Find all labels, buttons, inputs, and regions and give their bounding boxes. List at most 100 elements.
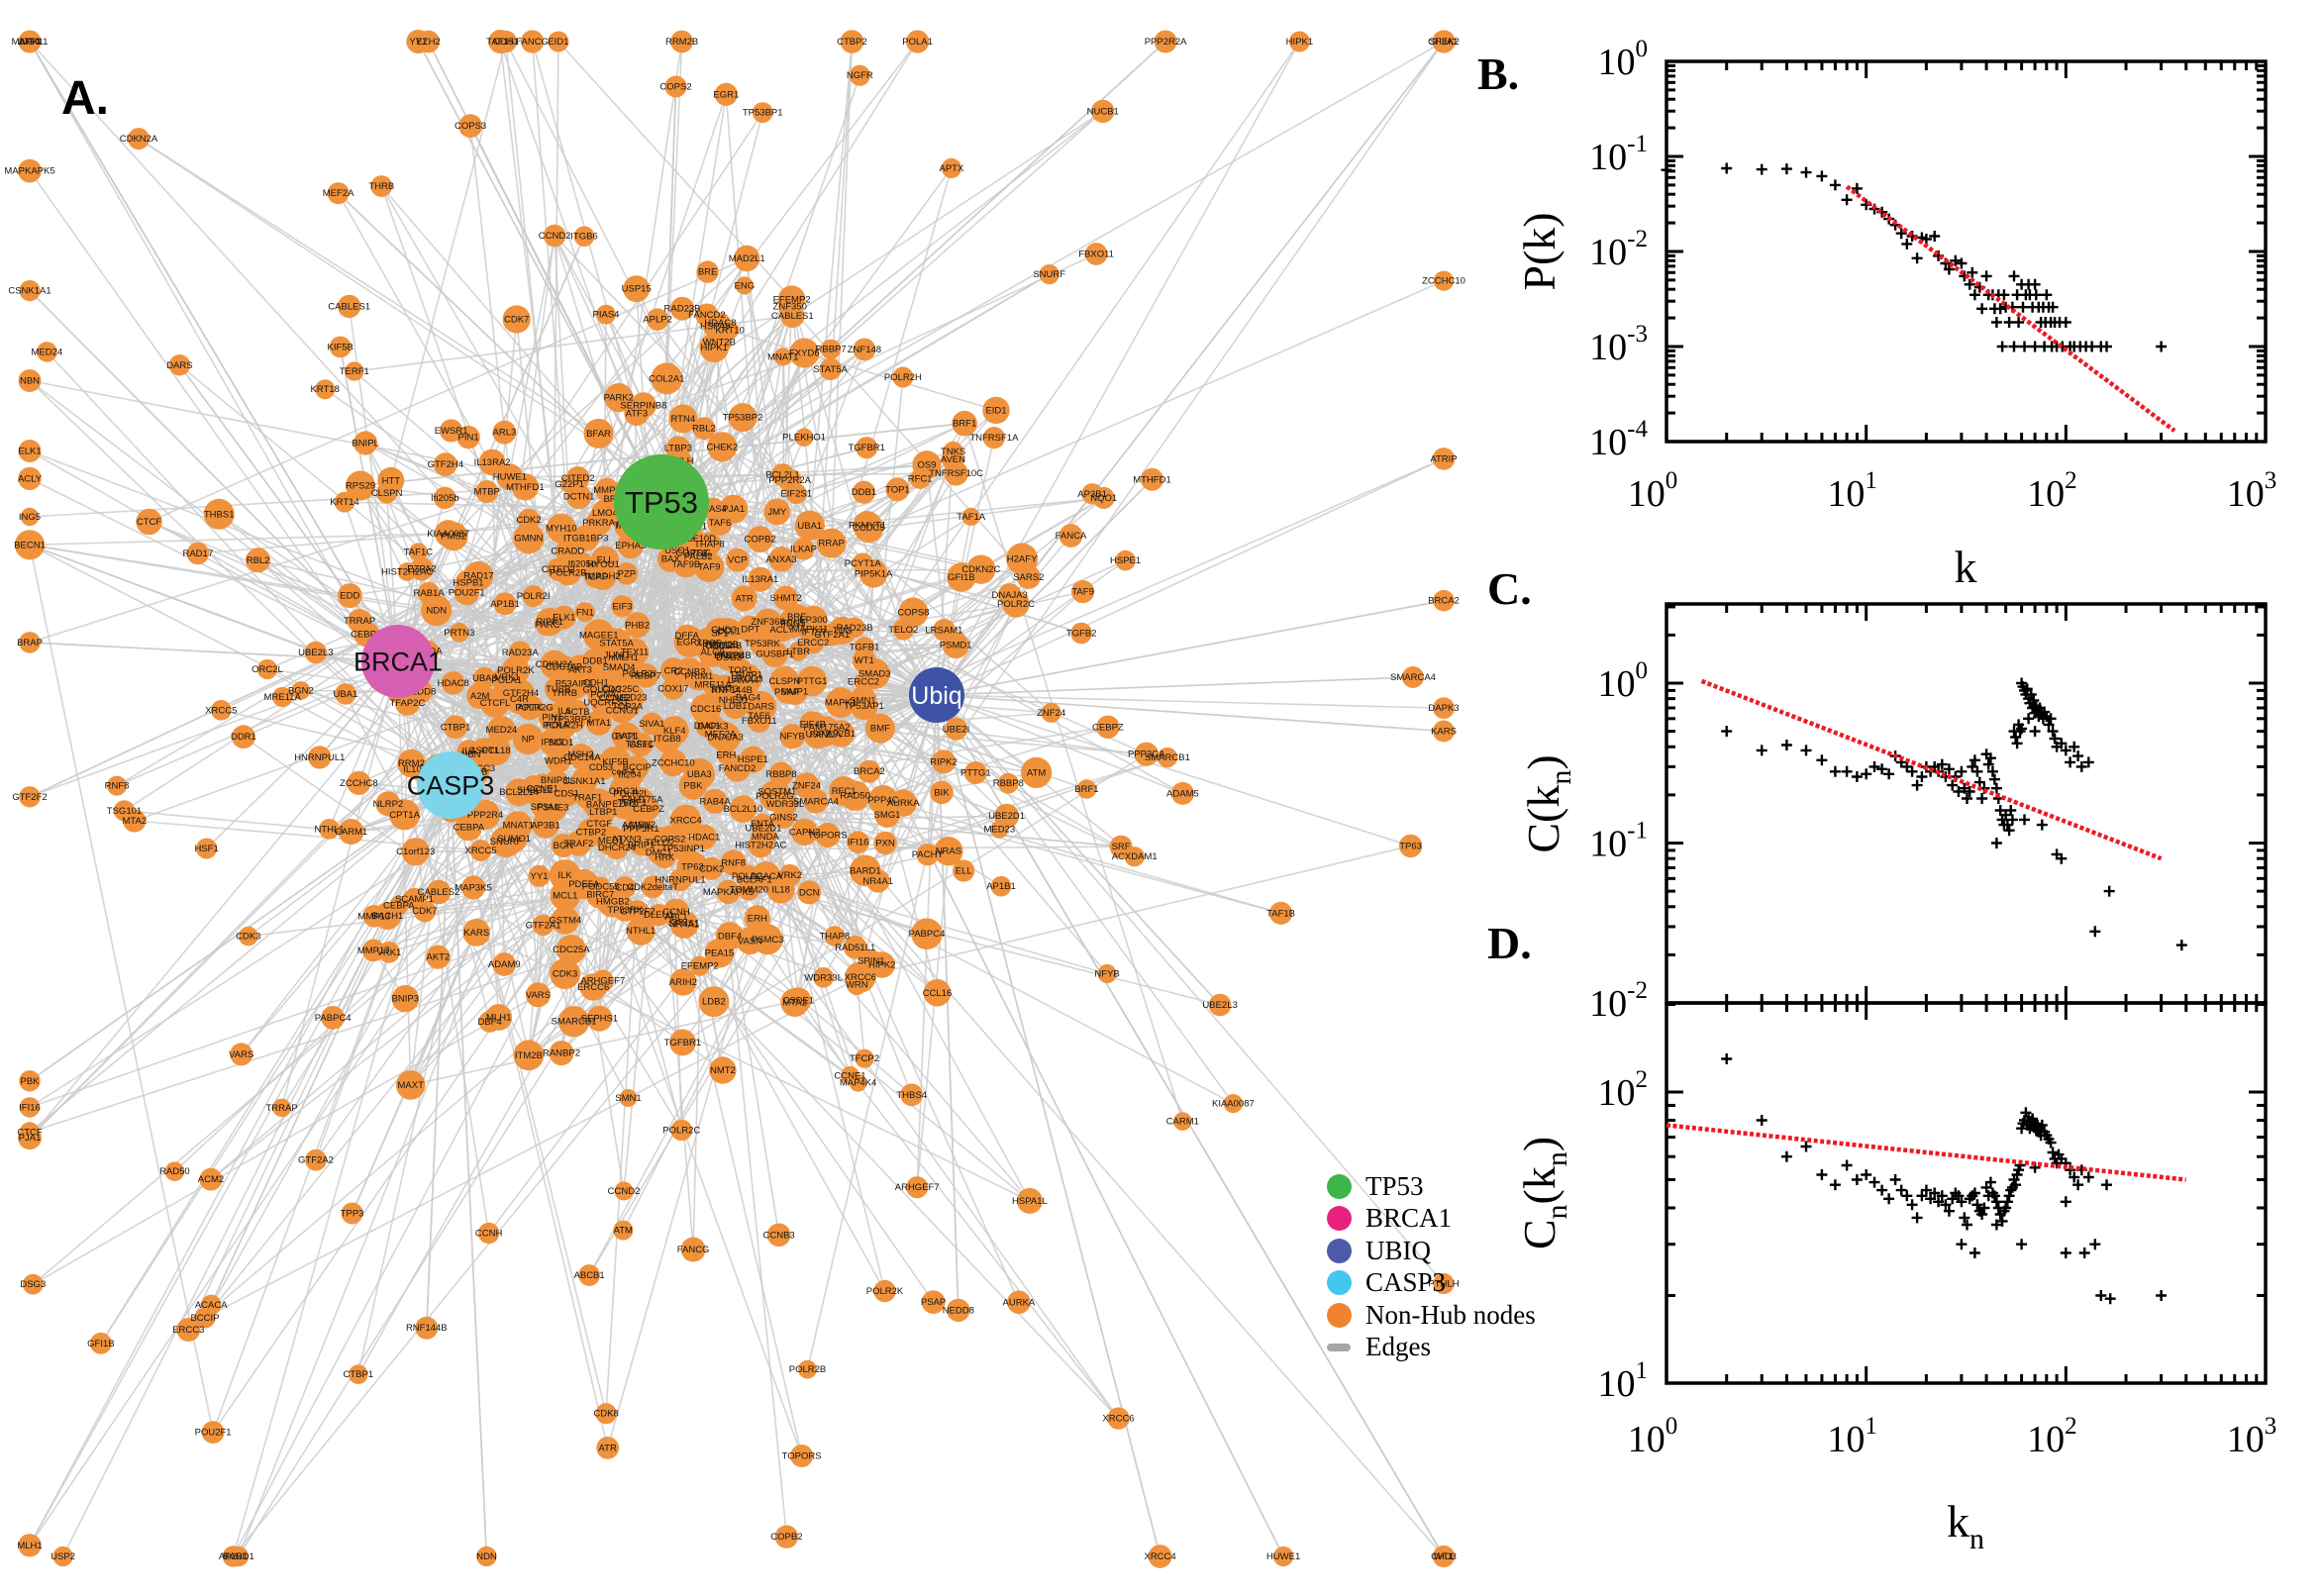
axis-tick-label: 101	[1598, 1357, 1649, 1405]
network-node	[689, 955, 710, 976]
network-node-label: DARS	[166, 360, 192, 371]
network-node-label: CDK7	[504, 315, 529, 326]
network-node	[201, 1421, 225, 1444]
network-node-label: ERCC2	[797, 638, 829, 648]
network-node	[1432, 30, 1456, 53]
network-node	[664, 75, 687, 98]
network-node-label: JMY	[767, 507, 787, 518]
network-node-label: XRCC6	[845, 972, 876, 983]
network-node-label: POU2F1	[195, 1428, 232, 1439]
network-node-label: BNIP3L	[541, 775, 573, 786]
network-node	[856, 437, 878, 459]
network-node	[916, 844, 939, 866]
network-node-label: LMO4	[592, 508, 618, 519]
network-node	[739, 746, 766, 773]
network-node	[738, 878, 760, 901]
network-node-label: MMP13	[357, 911, 390, 922]
network-node-label: CDKN2A	[120, 134, 158, 145]
network-node-label: PEA15	[705, 948, 735, 959]
network-node-label: RAD23A	[502, 648, 540, 658]
network-node-label: CLSPN	[768, 676, 800, 687]
network-node	[778, 295, 802, 319]
network-node	[338, 819, 364, 845]
network-node-label: ELL	[956, 866, 972, 877]
network-node-label: CD53	[589, 762, 613, 773]
network-node-label: ATM	[614, 1226, 633, 1237]
network-node-label: DDB1	[852, 487, 876, 498]
network-node-label: TP53BP1	[743, 108, 783, 119]
network-node-label: TGFB1	[850, 643, 880, 653]
network-node	[548, 31, 569, 52]
network-node	[1084, 243, 1108, 265]
network-node	[763, 498, 791, 526]
network-node-label: GOLGA3	[583, 685, 622, 696]
network-node-label: BARD1	[850, 865, 881, 876]
network-node	[18, 466, 42, 491]
network-node-label: POLR2G	[756, 791, 794, 802]
network-node-label: CARM1	[1166, 1117, 1199, 1128]
network-node-label: SMARCA4	[1390, 672, 1436, 683]
hub-node-tp53	[614, 454, 709, 549]
network-node	[794, 510, 825, 541]
network-node	[1432, 1545, 1456, 1568]
network-node	[349, 1364, 368, 1384]
network-node-label: OS9	[917, 460, 936, 471]
network-node	[168, 354, 191, 376]
y-axis-title: C(kn)	[1518, 754, 1577, 852]
network-node-label: VARS	[229, 1049, 253, 1060]
network-node	[722, 692, 749, 720]
network-node-label: CDH1	[493, 37, 519, 48]
network-node	[362, 905, 386, 928]
network-node-label: WDR33L	[804, 972, 843, 983]
network-node-label: HNRNPUL1	[294, 752, 345, 763]
network-node	[852, 480, 876, 504]
network-node	[477, 1222, 500, 1245]
network-node-label: TRRAP	[265, 1103, 297, 1114]
network-node-label: C4R	[510, 694, 529, 705]
network-node-label: CTGF	[586, 819, 612, 830]
network-node-label: CDK2	[516, 515, 541, 526]
network-node-label: ILK	[557, 870, 572, 881]
axis-tick-label: 102	[1598, 1066, 1649, 1114]
network-node-label: CITED2	[542, 564, 575, 575]
network-node-label: USO1	[664, 546, 690, 556]
network-node-label: AP3B1	[531, 820, 560, 831]
network-node-label: ced-4	[612, 767, 636, 778]
network-node	[1006, 543, 1039, 575]
network-node-label: LDB1	[724, 701, 748, 712]
network-node	[19, 1097, 41, 1118]
network-node	[982, 427, 1006, 449]
network-node-label: BAG4	[736, 692, 760, 703]
network-node	[239, 926, 258, 947]
axis-tick-label: 101	[1827, 1413, 1877, 1460]
network-node-label: PRIM1	[684, 671, 713, 682]
network-node	[892, 366, 914, 388]
network-node-label: BAX	[661, 554, 681, 565]
network-node	[590, 678, 614, 702]
network-node-label: WDR33L	[766, 799, 805, 810]
network-node-label: PMS2	[441, 532, 466, 543]
network-node-label: SERPINB8	[620, 400, 666, 411]
network-node	[546, 748, 571, 773]
network-node	[794, 428, 814, 448]
panel-d-label: D.	[1487, 918, 1532, 968]
network-node-label: POLR2K	[866, 1286, 904, 1297]
network-node-label: PODC55	[582, 881, 620, 892]
network-node	[864, 713, 895, 744]
network-node	[772, 806, 795, 829]
network-node	[415, 1316, 439, 1340]
network-node-label: SCAMP1	[395, 894, 434, 905]
network-node-label: BRIP1	[628, 840, 655, 850]
network-node-label: ELK1	[18, 447, 41, 457]
network-node-label: DBF4	[477, 1017, 501, 1028]
network-node	[661, 677, 685, 700]
network-node-label: TPP3	[341, 1209, 364, 1220]
legend-item-brca1: BRCA1	[1327, 1203, 1536, 1236]
network-node-label: PTGS2	[702, 641, 733, 651]
network-node	[522, 585, 545, 608]
network-node-label: BRAP	[17, 638, 43, 648]
network-node	[647, 841, 670, 864]
network-node-label: ELK1	[553, 613, 575, 624]
network-node	[692, 417, 716, 441]
network-node	[19, 632, 41, 653]
